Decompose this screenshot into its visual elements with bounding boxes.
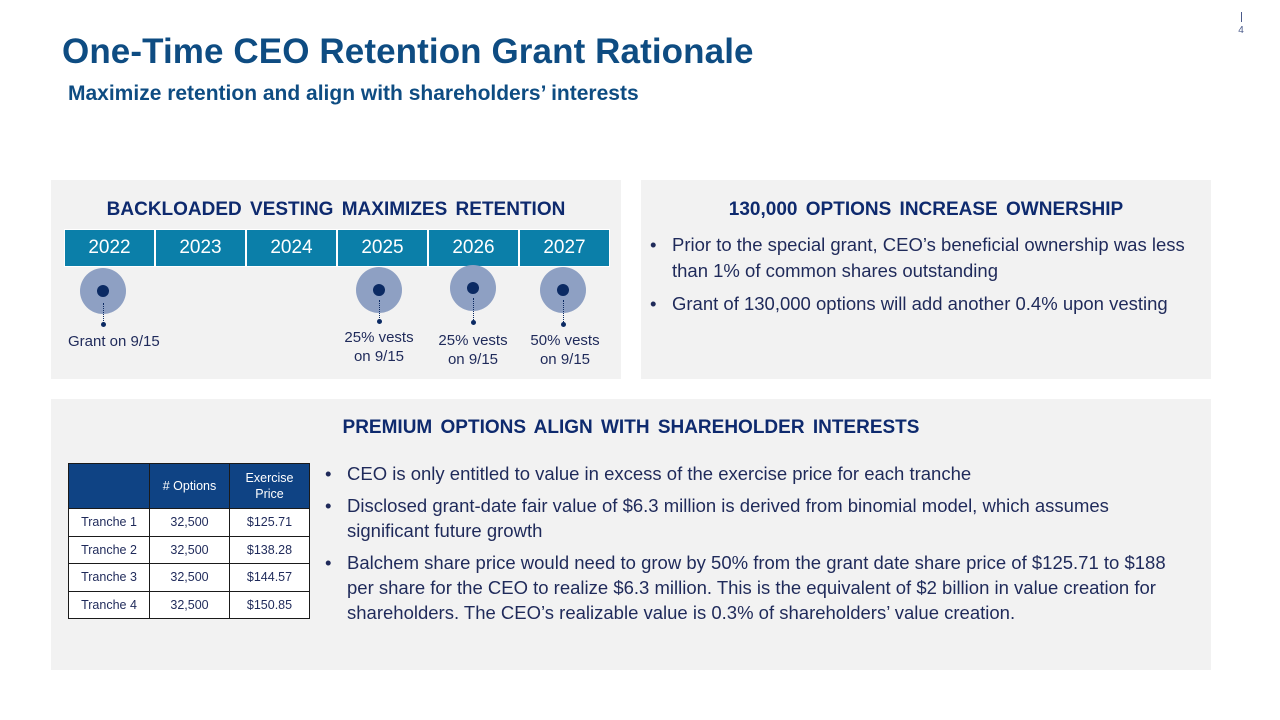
premium-bullet-list: CEO is only entitled to value in excess … — [322, 461, 1172, 632]
table-header-row: # Options Exercise Price — [68, 463, 310, 509]
year-2025: 2025 — [338, 230, 427, 266]
tranche-options: 32,500 — [149, 508, 230, 537]
tranche-exercise-price: $144.57 — [229, 563, 310, 592]
tranche-exercise-price: $138.28 — [229, 535, 310, 564]
vest-2026-label: 25% vests on 9/15 — [433, 331, 513, 369]
ownership-bullet-list: Prior to the special grant, CEO’s benefi… — [647, 232, 1187, 324]
vesting-panel: BACKLOADED VESTING MAXIMIZES RETENTION 2… — [51, 180, 621, 379]
tranche-options: 32,500 — [149, 563, 230, 592]
tranche-exercise-price: $150.85 — [229, 590, 310, 619]
grant-leader-line — [103, 303, 104, 323]
tranche-name: Tranche 1 — [68, 508, 150, 537]
premium-bullet: CEO is only entitled to value in excess … — [322, 461, 1172, 486]
year-2023: 2023 — [156, 230, 245, 266]
vest-2027-label-line2: on 9/15 — [539, 351, 591, 368]
table-row: Tranche 2 32,500 $138.28 — [68, 535, 310, 564]
year-2024: 2024 — [247, 230, 336, 266]
vest-2026-label-line2: on 9/15 — [447, 351, 499, 368]
tranche-options: 32,500 — [149, 535, 230, 564]
table-row: Tranche 3 32,500 $144.57 — [68, 563, 310, 592]
grant-leader-dot — [101, 322, 106, 327]
vest-2027-label: 50% vests on 9/15 — [525, 331, 605, 369]
vest-2026-leader-line — [473, 298, 474, 322]
tranche-name: Tranche 4 — [68, 590, 150, 619]
vest-2026-leader-dot — [471, 320, 476, 325]
slide-subtitle: Maximize retention and align with shareh… — [68, 82, 639, 105]
vest-2027-label-line1: 50% vests — [530, 332, 600, 349]
ownership-heading: 130,000 OPTIONS INCREASE OWNERSHIP — [728, 199, 1124, 220]
premium-panel: PREMIUM OPTIONS ALIGN WITH SHAREHOLDER I… — [51, 399, 1211, 670]
tranche-name: Tranche 2 — [68, 535, 150, 564]
premium-bullet: Disclosed grant-date fair value of $6.3 … — [322, 493, 1172, 543]
table-header-blank — [68, 463, 150, 509]
vest-2025-label-line1: 25% vests — [344, 329, 414, 346]
year-2027: 2027 — [520, 230, 609, 266]
vest-2026-label-line1: 25% vests — [438, 332, 508, 349]
premium-bullet: Balchem share price would need to grow b… — [322, 550, 1172, 625]
table-row: Tranche 1 32,500 $125.71 — [68, 508, 310, 537]
table-row: Tranche 4 32,500 $150.85 — [68, 590, 310, 619]
page-number-marker: 4 — [1236, 10, 1246, 38]
year-2026: 2026 — [429, 230, 518, 266]
tranche-name: Tranche 3 — [68, 563, 150, 592]
page-marker-line — [1240, 12, 1242, 22]
tranche-table: # Options Exercise Price Tranche 1 32,50… — [68, 463, 310, 619]
slide-title: One-Time CEO Retention Grant Rationale — [62, 32, 754, 71]
table-header-options: # Options — [149, 463, 230, 509]
year-2022: 2022 — [65, 230, 154, 266]
vest-2025-label-line2: on 9/15 — [353, 348, 405, 365]
page-number: 4 — [1238, 25, 1244, 36]
vest-2027-leader-dot — [561, 322, 566, 327]
vest-2025-leader-dot — [377, 319, 382, 324]
vesting-heading: BACKLOADED VESTING MAXIMIZES RETENTION — [106, 199, 566, 220]
table-header-exercise-price: Exercise Price — [229, 463, 310, 509]
vest-2025-label: 25% vests on 9/15 — [339, 328, 419, 366]
ownership-panel: 130,000 OPTIONS INCREASE OWNERSHIP Prior… — [641, 180, 1211, 379]
ownership-bullet: Grant of 130,000 options will add anothe… — [647, 291, 1187, 317]
tranche-exercise-price: $125.71 — [229, 508, 310, 537]
vest-2027-leader-line — [563, 300, 564, 324]
vest-2025-leader-line — [379, 300, 380, 320]
grant-milestone-label: Grant on 9/15 — [68, 333, 160, 350]
tranche-options: 32,500 — [149, 590, 230, 619]
ownership-bullet: Prior to the special grant, CEO’s benefi… — [647, 232, 1187, 284]
vesting-timeline: 2022 2023 2024 2025 2026 2027 — [64, 229, 610, 267]
premium-heading: PREMIUM OPTIONS ALIGN WITH SHAREHOLDER I… — [342, 417, 920, 438]
